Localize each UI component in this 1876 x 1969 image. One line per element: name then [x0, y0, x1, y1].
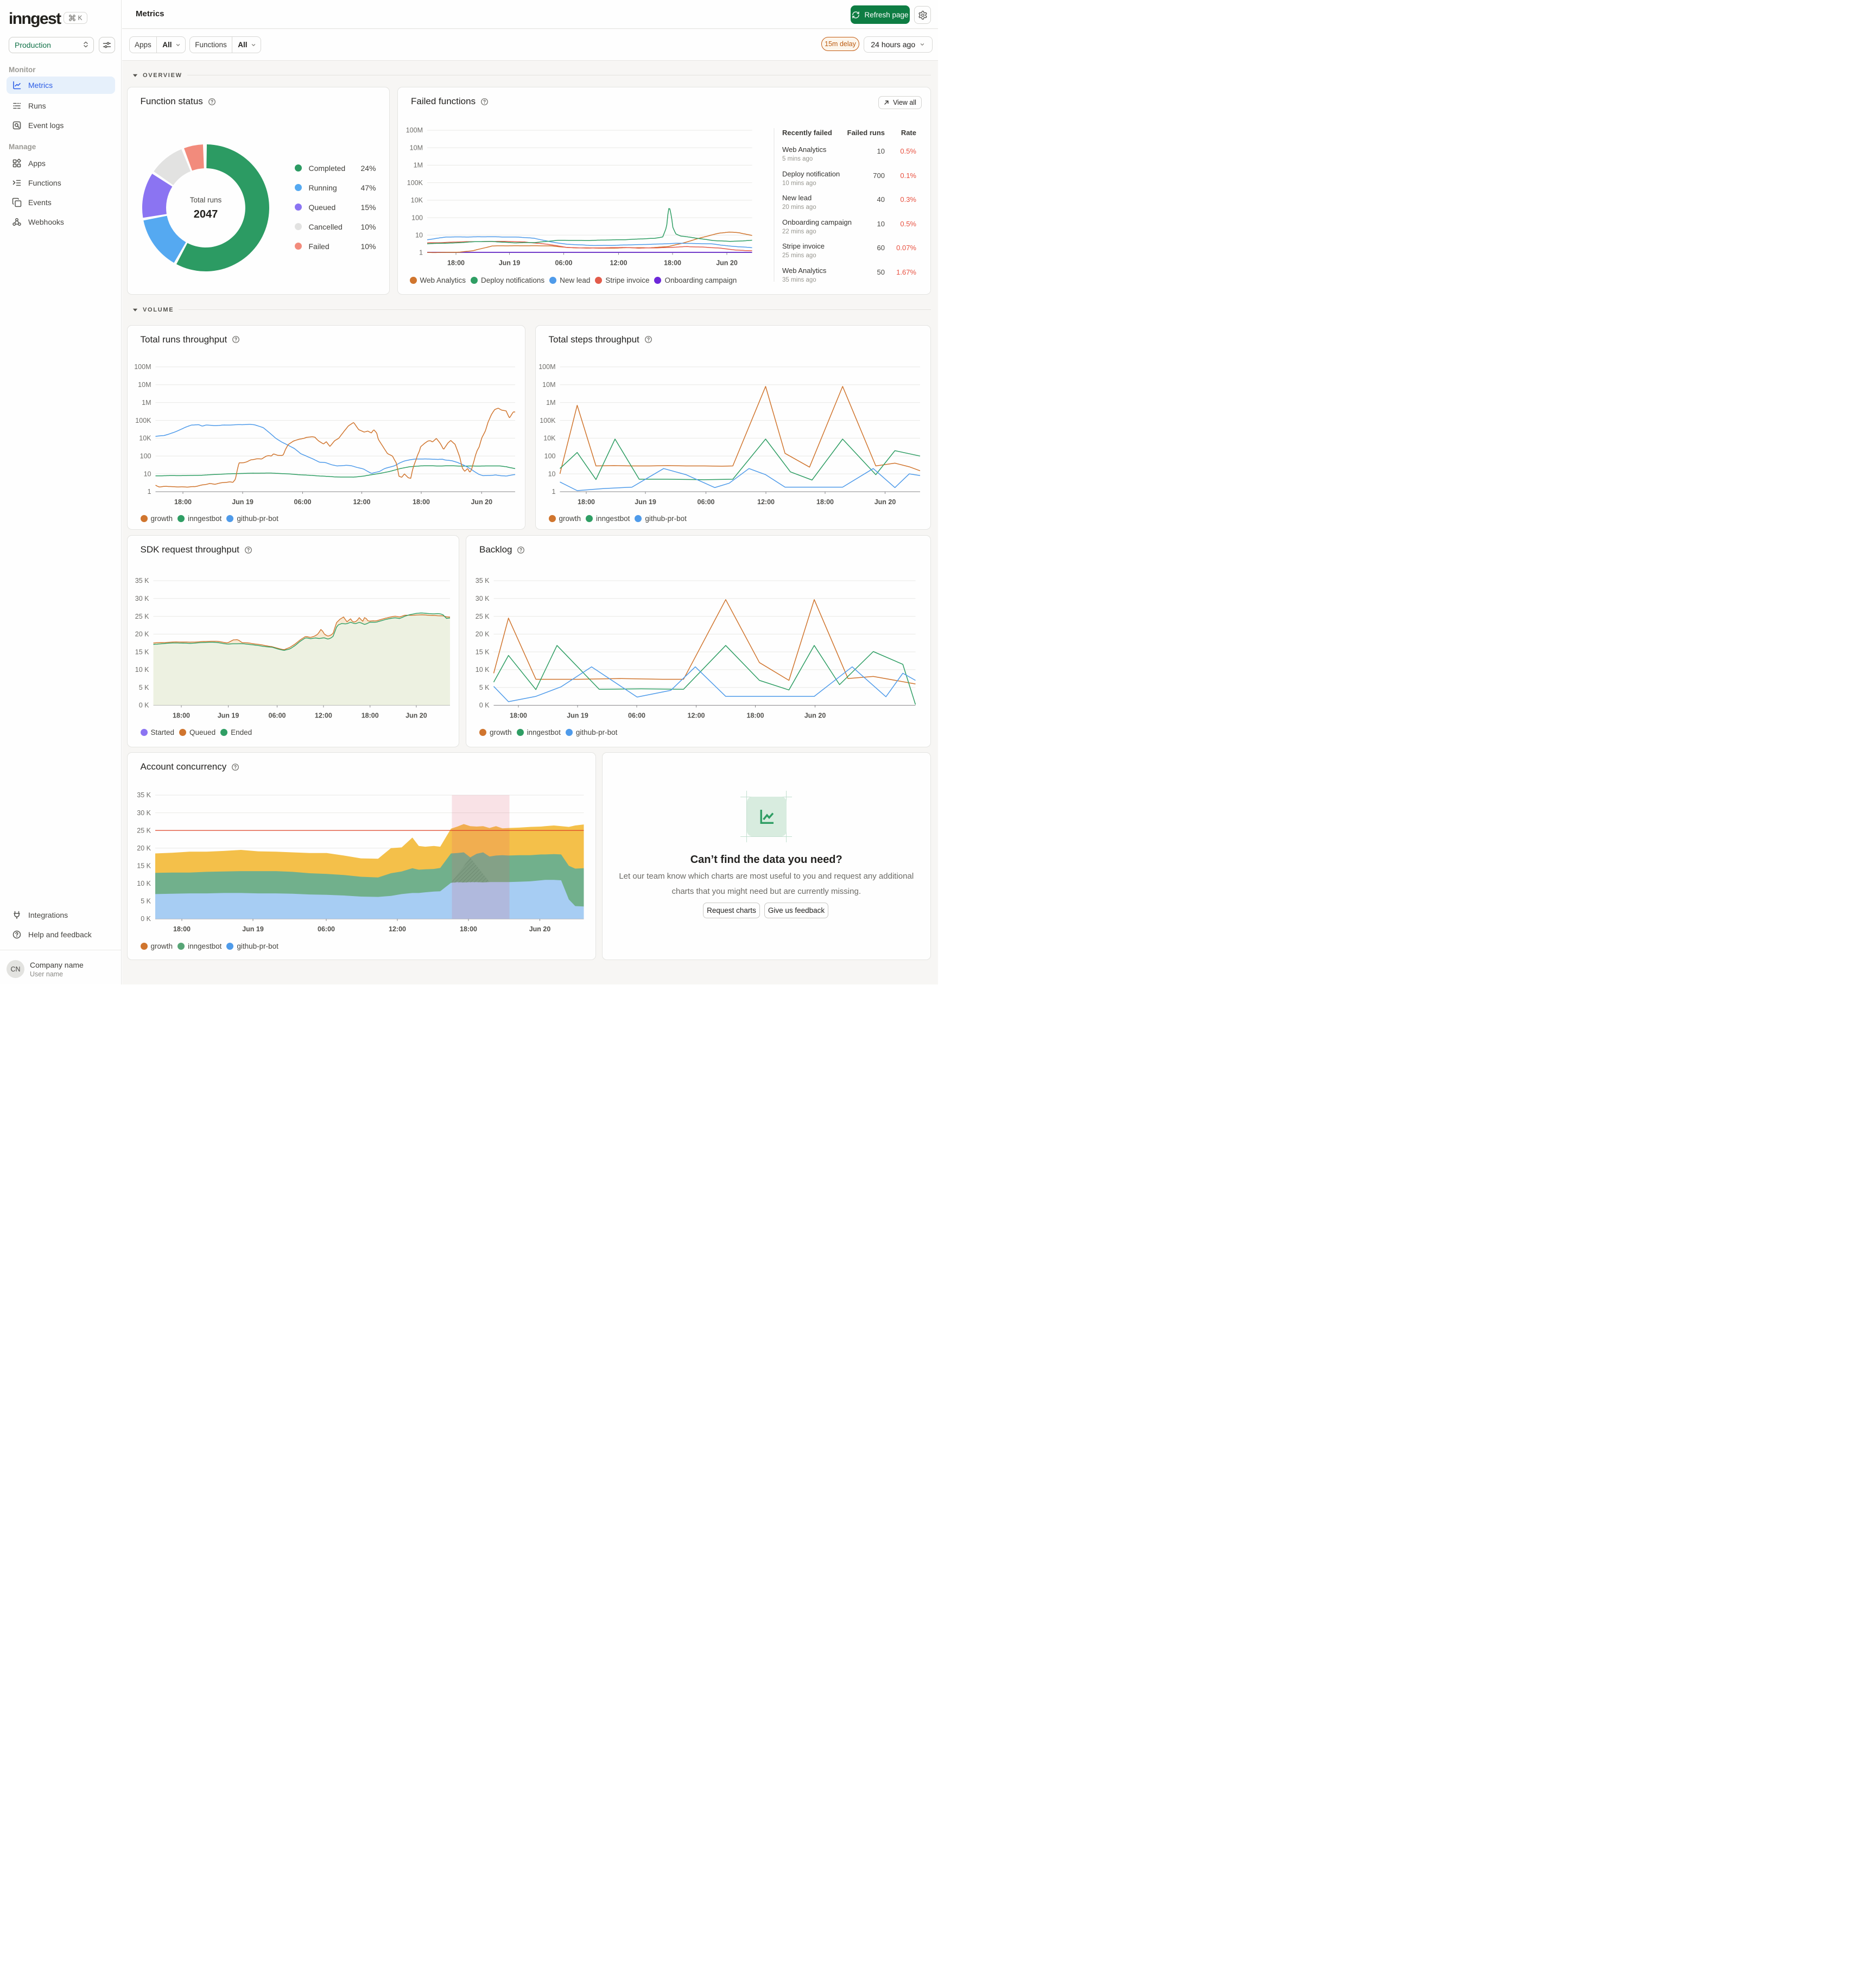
- svg-text:25 K: 25 K: [476, 613, 490, 620]
- svg-text:1M: 1M: [546, 398, 555, 406]
- svg-text:2047: 2047: [193, 208, 218, 220]
- svg-text:Total runs: Total runs: [189, 196, 221, 204]
- svg-text:Jun 20: Jun 20: [471, 498, 492, 506]
- svg-text:0 K: 0 K: [141, 915, 151, 923]
- svg-text:5 K: 5 K: [138, 684, 149, 691]
- svg-text:10M: 10M: [410, 144, 423, 151]
- svg-text:12:00: 12:00: [389, 925, 406, 933]
- svg-text:10 K: 10 K: [476, 666, 490, 674]
- svg-text:12:00: 12:00: [688, 712, 705, 720]
- svg-text:Jun 19: Jun 19: [217, 712, 239, 720]
- svg-text:25 K: 25 K: [135, 613, 149, 620]
- svg-text:100K: 100K: [540, 416, 556, 424]
- svg-text:10: 10: [548, 470, 555, 478]
- svg-text:Jun 20: Jun 20: [804, 712, 826, 720]
- svg-text:30 K: 30 K: [476, 595, 490, 602]
- svg-text:5 K: 5 K: [479, 684, 490, 691]
- svg-text:10 K: 10 K: [137, 880, 151, 887]
- svg-text:18:00: 18:00: [578, 498, 595, 506]
- svg-text:100M: 100M: [134, 363, 151, 371]
- svg-text:35 K: 35 K: [135, 577, 149, 585]
- svg-text:1: 1: [147, 488, 151, 496]
- svg-text:100M: 100M: [406, 126, 423, 134]
- svg-text:Jun 20: Jun 20: [529, 925, 550, 933]
- svg-text:20 K: 20 K: [135, 631, 149, 638]
- svg-text:18:00: 18:00: [664, 259, 681, 267]
- svg-text:Jun 20: Jun 20: [874, 498, 896, 506]
- svg-text:100K: 100K: [407, 179, 423, 187]
- svg-text:1: 1: [552, 488, 555, 496]
- svg-text:18:00: 18:00: [460, 925, 477, 933]
- svg-text:18:00: 18:00: [413, 498, 430, 506]
- svg-text:10M: 10M: [542, 381, 555, 389]
- svg-text:06:00: 06:00: [268, 712, 286, 720]
- svg-text:30 K: 30 K: [135, 595, 149, 602]
- svg-text:15 K: 15 K: [476, 648, 490, 656]
- svg-text:10: 10: [415, 232, 423, 239]
- svg-text:10K: 10K: [543, 434, 556, 442]
- svg-text:12:00: 12:00: [314, 712, 332, 720]
- svg-text:1: 1: [419, 249, 423, 257]
- svg-text:10M: 10M: [138, 381, 151, 389]
- svg-text:100: 100: [544, 452, 555, 460]
- svg-text:30 K: 30 K: [137, 809, 151, 817]
- svg-text:10K: 10K: [411, 196, 423, 204]
- svg-text:18:00: 18:00: [173, 712, 190, 720]
- svg-text:15 K: 15 K: [137, 862, 151, 870]
- svg-text:06:00: 06:00: [697, 498, 714, 506]
- svg-text:Jun 20: Jun 20: [716, 259, 738, 267]
- svg-text:06:00: 06:00: [628, 712, 645, 720]
- svg-text:100: 100: [140, 452, 151, 460]
- svg-text:06:00: 06:00: [318, 925, 335, 933]
- svg-text:25 K: 25 K: [137, 827, 151, 834]
- svg-text:18:00: 18:00: [174, 498, 192, 506]
- svg-text:100: 100: [411, 214, 423, 221]
- svg-text:18:00: 18:00: [447, 259, 465, 267]
- svg-text:12:00: 12:00: [757, 498, 775, 506]
- svg-text:12:00: 12:00: [353, 498, 370, 506]
- svg-text:06:00: 06:00: [294, 498, 311, 506]
- svg-text:18:00: 18:00: [510, 712, 527, 720]
- svg-text:100K: 100K: [135, 416, 151, 424]
- svg-text:10: 10: [143, 470, 151, 478]
- svg-text:0 K: 0 K: [479, 702, 490, 709]
- svg-text:12:00: 12:00: [610, 259, 628, 267]
- svg-text:5 K: 5 K: [141, 898, 151, 905]
- svg-text:Jun 19: Jun 19: [635, 498, 656, 506]
- svg-text:18:00: 18:00: [361, 712, 378, 720]
- svg-text:Jun 19: Jun 19: [499, 259, 521, 267]
- svg-text:15 K: 15 K: [135, 648, 149, 656]
- svg-text:18:00: 18:00: [816, 498, 834, 506]
- svg-text:1M: 1M: [142, 398, 151, 406]
- svg-text:20 K: 20 K: [137, 844, 151, 852]
- svg-text:1M: 1M: [414, 162, 423, 169]
- svg-text:35 K: 35 K: [476, 577, 490, 585]
- svg-text:18:00: 18:00: [173, 925, 191, 933]
- svg-text:Jun 19: Jun 19: [232, 498, 253, 506]
- svg-text:20 K: 20 K: [476, 631, 490, 638]
- svg-text:Jun 19: Jun 19: [567, 712, 588, 720]
- svg-text:10 K: 10 K: [135, 666, 149, 674]
- svg-text:06:00: 06:00: [555, 259, 573, 267]
- svg-text:Jun 20: Jun 20: [405, 712, 427, 720]
- svg-text:100M: 100M: [538, 363, 555, 371]
- svg-text:18:00: 18:00: [747, 712, 764, 720]
- svg-text:10K: 10K: [139, 434, 151, 442]
- svg-text:35 K: 35 K: [137, 791, 151, 799]
- svg-text:Jun 19: Jun 19: [242, 925, 264, 933]
- svg-text:0 K: 0 K: [138, 702, 149, 709]
